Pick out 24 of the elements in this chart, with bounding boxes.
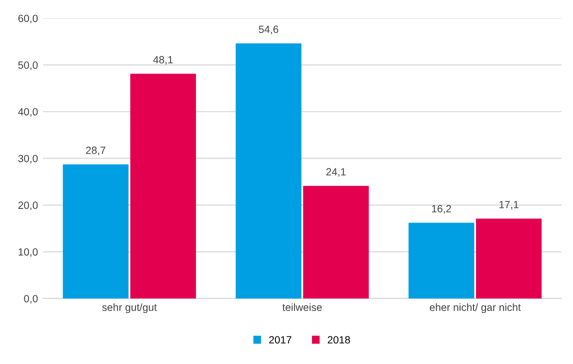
data-label: 24,1 <box>326 168 346 177</box>
data-label: 17,1 <box>499 200 518 210</box>
legend-label: 2017 <box>269 336 292 344</box>
legend-label: 2018 <box>328 336 350 344</box>
x-tick-label: teilweise <box>282 303 322 311</box>
data-label: 54,6 <box>258 26 278 34</box>
x-tick-label: eher nicht/ gar nicht <box>430 303 521 314</box>
bar <box>236 43 302 298</box>
bar <box>62 164 129 298</box>
y-tick-label: 40,0 <box>18 108 38 117</box>
y-tick-label: 10,0 <box>18 248 38 257</box>
y-tick-label: 50,0 <box>18 61 38 70</box>
bar <box>408 222 474 298</box>
bar <box>476 218 542 298</box>
bar <box>303 186 369 298</box>
data-label: 16,2 <box>432 205 452 214</box>
data-label: 28,7 <box>86 146 106 156</box>
x-tick-label: sehr gut/gut <box>102 303 157 314</box>
y-tick-label: 20,0 <box>18 202 38 210</box>
y-tick-label: 0,0 <box>24 294 38 304</box>
data-label: 48,1 <box>153 56 173 65</box>
y-tick-label: 60,0 <box>18 14 38 24</box>
bar <box>130 74 196 298</box>
y-tick-label: 30,0 <box>18 154 38 164</box>
